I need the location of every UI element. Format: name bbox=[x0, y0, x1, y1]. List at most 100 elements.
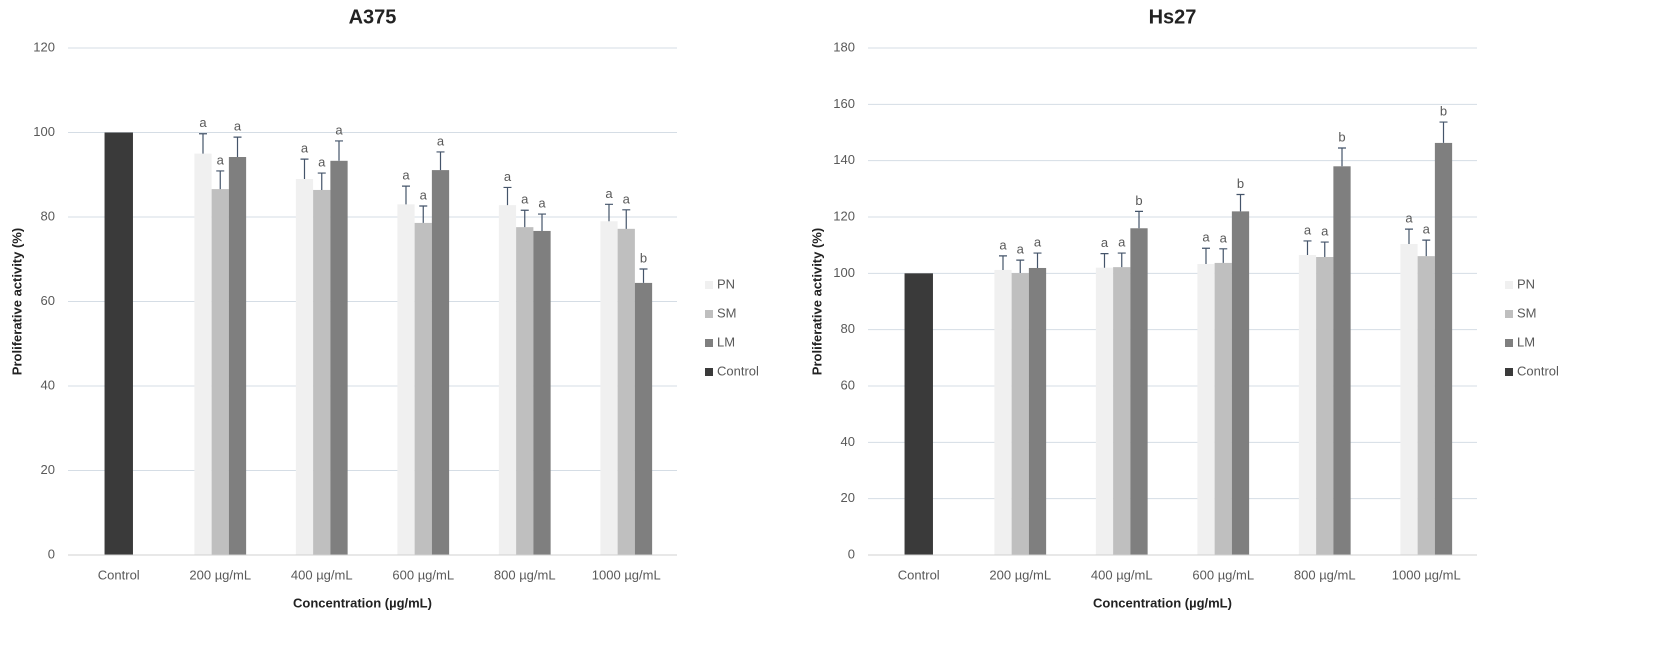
chart-title: A375 bbox=[349, 6, 397, 28]
y-tick-label: 20 bbox=[841, 490, 855, 505]
legend-label: Control bbox=[1517, 363, 1559, 378]
bar bbox=[295, 178, 314, 555]
x-tick-label: 200 µg/mL bbox=[189, 567, 251, 582]
bar bbox=[1130, 228, 1148, 555]
bar bbox=[498, 205, 517, 556]
y-tick-label: 40 bbox=[41, 377, 55, 392]
y-tick-label: 60 bbox=[841, 377, 855, 392]
error-bar bbox=[639, 268, 648, 283]
bar bbox=[1028, 267, 1047, 555]
error-bar bbox=[436, 151, 445, 171]
bar bbox=[313, 189, 331, 555]
bar bbox=[211, 189, 229, 556]
significance-letter: a bbox=[605, 186, 613, 201]
error-bar bbox=[1320, 241, 1329, 257]
bar bbox=[1400, 244, 1418, 556]
bar bbox=[431, 170, 450, 556]
error-bar bbox=[1135, 210, 1144, 229]
y-tick-label: 0 bbox=[848, 546, 855, 561]
significance-letter: a bbox=[199, 115, 207, 130]
bar bbox=[904, 273, 933, 555]
significance-letter: a bbox=[335, 122, 343, 137]
legend-swatch bbox=[1505, 339, 1513, 347]
y-tick-label: 80 bbox=[841, 321, 855, 336]
significance-letter: a bbox=[1202, 230, 1210, 245]
significance-letter: a bbox=[999, 237, 1007, 252]
legend-label: PN bbox=[717, 276, 735, 291]
error-bar bbox=[1201, 247, 1210, 265]
y-tick-label: 40 bbox=[841, 434, 855, 449]
bar bbox=[1011, 273, 1029, 555]
x-tick-label: 400 µg/mL bbox=[291, 567, 353, 582]
significance-letter: b bbox=[1440, 104, 1447, 119]
x-tick-label: 800 µg/mL bbox=[494, 567, 556, 582]
bar bbox=[104, 132, 133, 555]
bar bbox=[1214, 262, 1232, 555]
bar bbox=[617, 228, 635, 555]
bar bbox=[994, 269, 1012, 555]
x-axis-title: Concentration (µg/mL) bbox=[1093, 595, 1232, 610]
y-axis-title: Proliferative activity (%) bbox=[809, 228, 824, 375]
legend-label: Control bbox=[717, 363, 759, 378]
significance-letter: b bbox=[1135, 193, 1142, 208]
error-bar bbox=[300, 158, 309, 179]
x-tick-label: 600 µg/mL bbox=[392, 567, 454, 582]
legend-swatch bbox=[1505, 368, 1513, 376]
y-tick-label: 120 bbox=[33, 39, 55, 54]
significance-letter: a bbox=[402, 168, 410, 183]
error-bar bbox=[198, 133, 207, 154]
legend-swatch bbox=[705, 281, 713, 289]
legend-swatch bbox=[1505, 310, 1513, 318]
legend-swatch bbox=[705, 310, 713, 318]
bar bbox=[228, 157, 247, 555]
error-bar bbox=[1016, 259, 1025, 274]
bar bbox=[1316, 256, 1334, 555]
error-bar bbox=[520, 209, 529, 228]
legend-swatch bbox=[1505, 281, 1513, 289]
significance-letter: a bbox=[1321, 224, 1329, 239]
bar bbox=[1434, 142, 1453, 555]
error-bar bbox=[1338, 147, 1347, 167]
significance-letter: a bbox=[437, 133, 445, 148]
bar bbox=[397, 204, 415, 555]
bar bbox=[414, 222, 432, 556]
error-bar bbox=[401, 185, 410, 205]
significance-letter: a bbox=[1304, 222, 1312, 237]
significance-letter: a bbox=[1034, 234, 1042, 249]
significance-letter: a bbox=[623, 191, 631, 206]
error-bar bbox=[1422, 239, 1431, 257]
y-tick-label: 100 bbox=[33, 124, 55, 139]
bar bbox=[1197, 264, 1215, 555]
significance-letter: a bbox=[217, 152, 225, 167]
bar bbox=[1095, 267, 1114, 555]
significance-letter: b bbox=[640, 250, 647, 265]
y-tick-label: 20 bbox=[41, 462, 55, 477]
y-tick-label: 80 bbox=[41, 208, 55, 223]
legend-label: PN bbox=[1517, 276, 1535, 291]
bar bbox=[1417, 256, 1435, 555]
bar bbox=[634, 282, 653, 555]
significance-letter: a bbox=[1405, 211, 1413, 226]
legend-label: SM bbox=[717, 305, 737, 320]
significance-letter: a bbox=[1017, 242, 1025, 257]
x-tick-label: 200 µg/mL bbox=[989, 567, 1051, 582]
error-bar bbox=[419, 205, 428, 223]
error-bar bbox=[1236, 193, 1245, 212]
significance-letter: a bbox=[1423, 222, 1431, 237]
x-tick-label: Control bbox=[898, 567, 940, 582]
x-tick-label: Control bbox=[98, 567, 140, 582]
y-tick-label: 100 bbox=[833, 265, 855, 280]
bar bbox=[1231, 211, 1250, 555]
x-tick-label: 600 µg/mL bbox=[1192, 567, 1254, 582]
significance-letter: a bbox=[301, 141, 309, 156]
bar bbox=[533, 230, 551, 555]
significance-letter: a bbox=[1118, 234, 1126, 249]
y-tick-label: 0 bbox=[48, 546, 55, 561]
bar bbox=[1333, 166, 1351, 556]
error-bar bbox=[233, 136, 242, 158]
bar bbox=[516, 227, 534, 555]
error-bar bbox=[216, 170, 225, 190]
bar bbox=[1113, 267, 1131, 555]
error-bar bbox=[503, 186, 512, 206]
